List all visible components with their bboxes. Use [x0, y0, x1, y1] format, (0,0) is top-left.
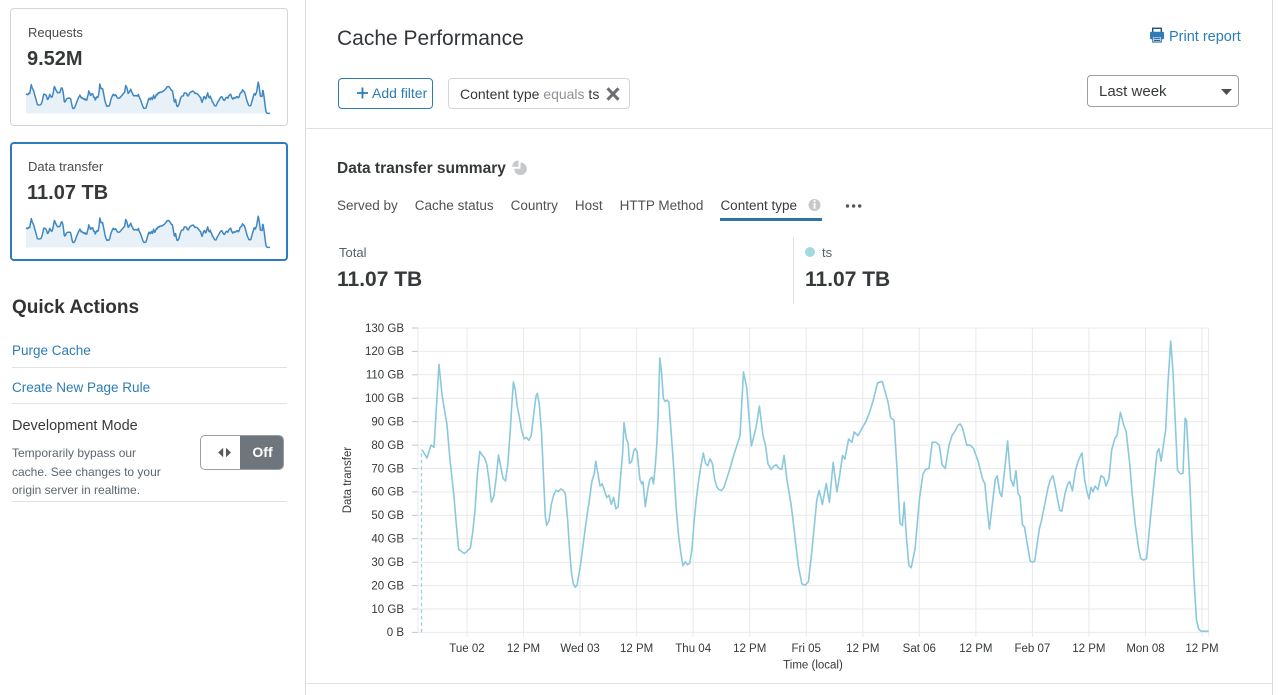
svg-text:12 PM: 12 PM [1072, 643, 1105, 655]
svg-text:60 GB: 60 GB [371, 487, 404, 499]
svg-text:70 GB: 70 GB [371, 463, 404, 475]
svg-text:Tue 02: Tue 02 [449, 643, 484, 655]
svg-text:90 GB: 90 GB [371, 417, 404, 429]
svg-text:100 GB: 100 GB [365, 393, 404, 405]
svg-text:80 GB: 80 GB [371, 440, 404, 452]
svg-text:Mon 08: Mon 08 [1126, 643, 1164, 655]
svg-text:Fri 05: Fri 05 [791, 643, 820, 655]
svg-text:120 GB: 120 GB [365, 346, 404, 358]
svg-text:Wed 03: Wed 03 [560, 643, 599, 655]
svg-text:20 GB: 20 GB [371, 580, 404, 592]
svg-text:12 PM: 12 PM [846, 643, 879, 655]
svg-text:50 GB: 50 GB [371, 510, 404, 522]
svg-text:30 GB: 30 GB [371, 557, 404, 569]
svg-text:Sat 06: Sat 06 [903, 643, 936, 655]
svg-text:Time (local): Time (local) [783, 660, 843, 672]
svg-text:0 B: 0 B [387, 627, 405, 639]
svg-text:Feb 07: Feb 07 [1014, 643, 1050, 655]
svg-text:12 PM: 12 PM [733, 643, 766, 655]
svg-text:110 GB: 110 GB [366, 370, 404, 382]
svg-text:40 GB: 40 GB [371, 534, 404, 546]
svg-text:10 GB: 10 GB [371, 604, 404, 616]
svg-text:12 PM: 12 PM [959, 643, 992, 655]
svg-text:12 PM: 12 PM [507, 643, 540, 655]
svg-text:12 PM: 12 PM [620, 643, 653, 655]
svg-text:Data transfer: Data transfer [342, 447, 354, 514]
svg-text:Thu 04: Thu 04 [675, 643, 711, 655]
svg-text:12 PM: 12 PM [1185, 643, 1218, 655]
svg-text:130 GB: 130 GB [365, 323, 404, 335]
